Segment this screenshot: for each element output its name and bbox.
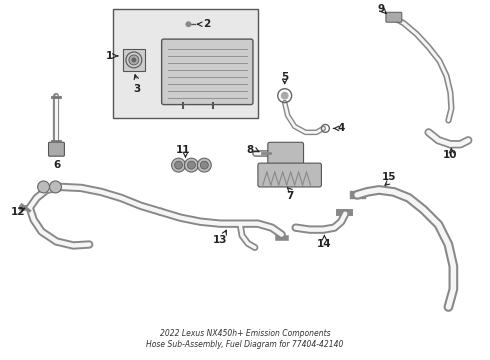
Circle shape <box>197 158 211 172</box>
Text: 8: 8 <box>246 145 254 155</box>
FancyBboxPatch shape <box>162 39 253 105</box>
Text: 13: 13 <box>213 234 227 244</box>
Circle shape <box>129 55 139 65</box>
Text: 5: 5 <box>281 72 288 82</box>
Text: 15: 15 <box>382 172 396 182</box>
Circle shape <box>200 161 208 169</box>
Text: 1: 1 <box>105 51 113 61</box>
Text: 9: 9 <box>377 4 385 14</box>
Text: 7: 7 <box>286 191 294 201</box>
Text: 10: 10 <box>443 150 458 160</box>
Text: 3: 3 <box>133 84 141 94</box>
Circle shape <box>188 161 196 169</box>
Text: 12: 12 <box>10 207 25 217</box>
Text: 14: 14 <box>317 239 332 249</box>
Circle shape <box>38 181 49 193</box>
Text: 2022 Lexus NX450h+ Emission Components
Hose Sub-Assembly, Fuel Diagram for 77404: 2022 Lexus NX450h+ Emission Components H… <box>147 329 343 349</box>
Circle shape <box>281 92 289 100</box>
Circle shape <box>184 158 198 172</box>
Circle shape <box>185 21 192 27</box>
Circle shape <box>49 181 61 193</box>
FancyBboxPatch shape <box>268 142 303 164</box>
Text: 2: 2 <box>203 19 210 29</box>
FancyBboxPatch shape <box>123 49 145 71</box>
Text: 11: 11 <box>176 145 191 155</box>
Text: 6: 6 <box>54 160 61 170</box>
Text: 4: 4 <box>338 123 345 134</box>
Bar <box>113 9 258 118</box>
FancyBboxPatch shape <box>386 12 402 22</box>
FancyBboxPatch shape <box>258 163 321 187</box>
Circle shape <box>174 161 182 169</box>
Circle shape <box>172 158 185 172</box>
Circle shape <box>131 58 136 62</box>
FancyBboxPatch shape <box>49 142 64 156</box>
